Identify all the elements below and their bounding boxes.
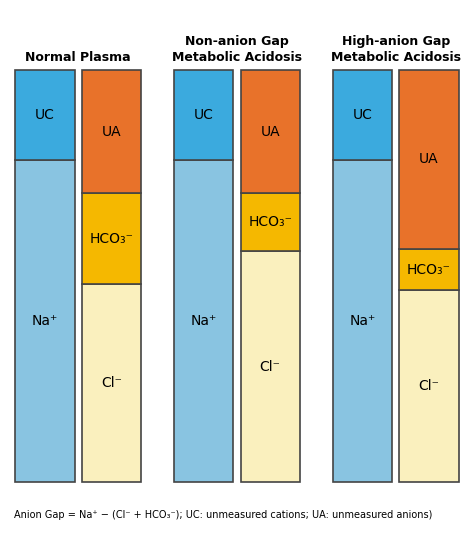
Bar [399, 70, 458, 249]
Bar [399, 249, 458, 291]
Text: Na⁺: Na⁺ [32, 315, 58, 329]
Bar [399, 291, 458, 482]
Text: UC: UC [353, 108, 373, 122]
Text: Non-anion Gap
Metabolic Acidosis: Non-anion Gap Metabolic Acidosis [172, 35, 302, 64]
Bar [15, 160, 75, 482]
Bar [240, 251, 300, 482]
Bar [174, 160, 233, 482]
Text: HCO₃⁻: HCO₃⁻ [90, 232, 133, 246]
Bar [333, 160, 392, 482]
Text: UA: UA [101, 124, 121, 139]
Bar [82, 70, 141, 193]
Bar [82, 284, 141, 482]
Text: UA: UA [260, 124, 280, 139]
Bar [174, 70, 233, 160]
Bar [82, 193, 141, 284]
Text: Cl⁻: Cl⁻ [419, 379, 439, 393]
Text: Normal Plasma: Normal Plasma [26, 51, 131, 64]
Text: High-anion Gap
Metabolic Acidosis: High-anion Gap Metabolic Acidosis [331, 35, 461, 64]
Text: UA: UA [419, 152, 439, 167]
Text: Cl⁻: Cl⁻ [260, 360, 281, 374]
Text: UC: UC [194, 108, 214, 122]
Text: HCO₃⁻: HCO₃⁻ [407, 263, 451, 277]
Bar [240, 193, 300, 251]
Text: Anion Gap = Na⁺ − (Cl⁻ + HCO₃⁻); UC: unmeasured cations; UA: unmeasured anions): Anion Gap = Na⁺ − (Cl⁻ + HCO₃⁻); UC: unm… [14, 510, 433, 520]
Bar [333, 70, 392, 160]
Text: HCO₃⁻: HCO₃⁻ [248, 215, 292, 229]
Text: UC: UC [35, 108, 55, 122]
Bar [15, 70, 75, 160]
Text: Cl⁻: Cl⁻ [101, 376, 122, 390]
Text: Na⁺: Na⁺ [349, 315, 376, 329]
Bar [240, 70, 300, 193]
Text: Na⁺: Na⁺ [191, 315, 217, 329]
